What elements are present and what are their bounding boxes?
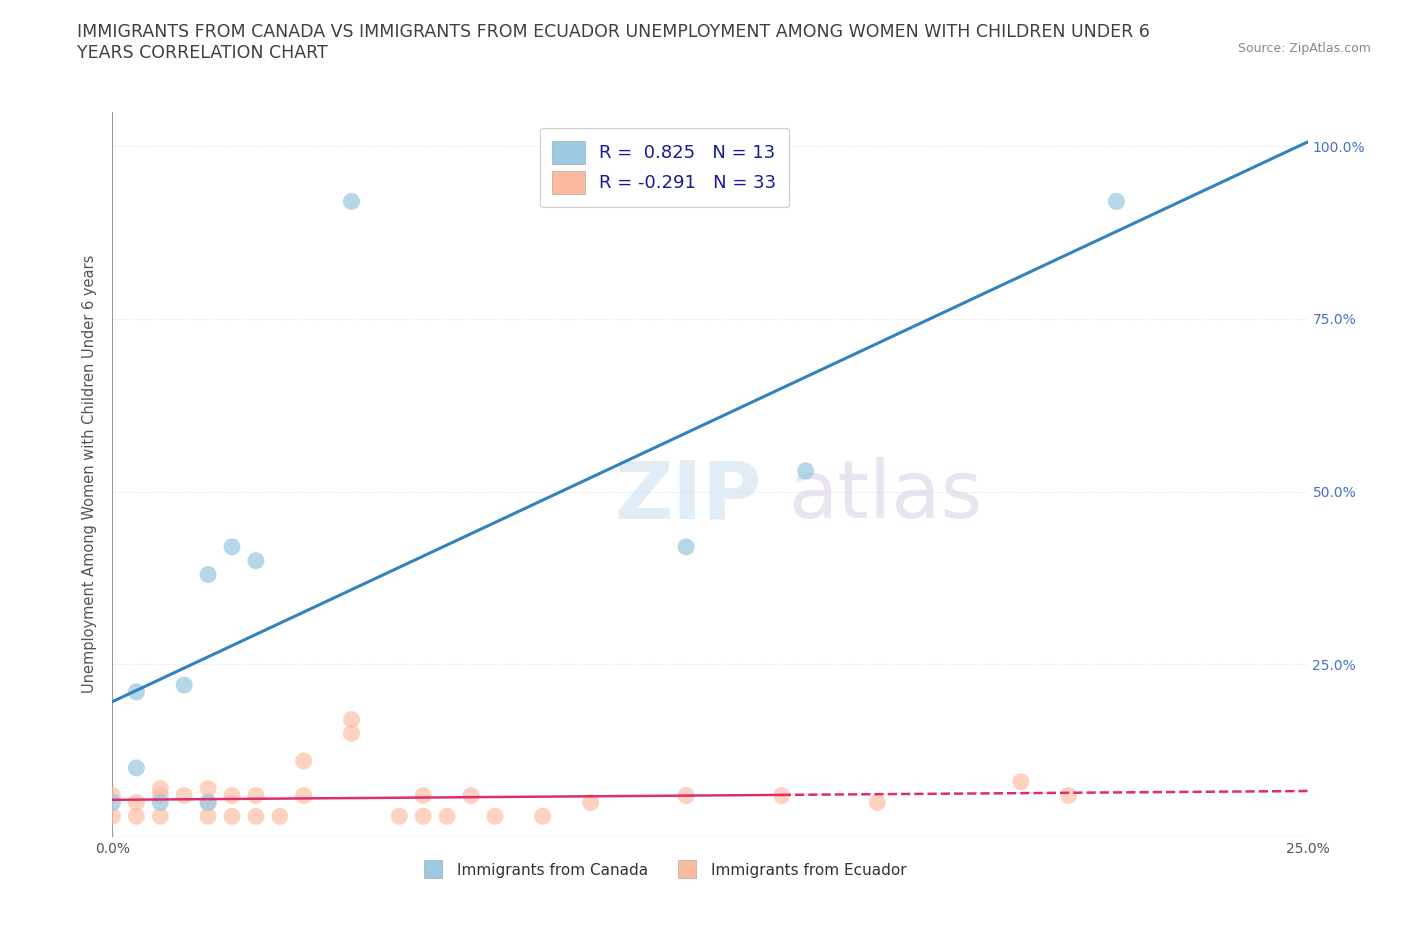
Point [1010, 775, 1032, 790]
Point [460, 788, 482, 803]
Point [579, 795, 602, 810]
Point [101, 809, 124, 824]
Point [388, 809, 411, 824]
Point [149, 788, 172, 803]
Point [197, 567, 219, 582]
Text: Source: ZipAtlas.com: Source: ZipAtlas.com [1237, 42, 1371, 55]
Point [197, 781, 219, 796]
Point [245, 553, 267, 568]
Point [245, 809, 267, 824]
Point [149, 795, 172, 810]
Point [340, 712, 363, 727]
Point [149, 781, 172, 796]
Point [101, 795, 124, 810]
Point [292, 753, 315, 768]
Point [292, 788, 315, 803]
Point [484, 809, 506, 824]
Point [221, 809, 243, 824]
Point [1057, 788, 1080, 803]
Point [675, 788, 697, 803]
Point [436, 809, 458, 824]
Point [340, 194, 363, 209]
Point [412, 788, 434, 803]
Point [173, 678, 195, 693]
Y-axis label: Unemployment Among Women with Children Under 6 years: Unemployment Among Women with Children U… [82, 255, 97, 694]
Point [197, 795, 219, 810]
Point [125, 809, 148, 824]
Text: IMMIGRANTS FROM CANADA VS IMMIGRANTS FROM ECUADOR UNEMPLOYMENT AMONG WOMEN WITH : IMMIGRANTS FROM CANADA VS IMMIGRANTS FRO… [77, 23, 1150, 62]
Point [675, 539, 697, 554]
Point [149, 809, 172, 824]
Point [197, 795, 219, 810]
Text: atlas: atlas [787, 457, 981, 535]
Point [412, 809, 434, 824]
Point [866, 795, 889, 810]
Point [531, 809, 554, 824]
Point [770, 788, 793, 803]
Point [173, 788, 195, 803]
Point [794, 463, 817, 478]
Point [221, 539, 243, 554]
Point [340, 726, 363, 741]
Point [125, 761, 148, 776]
Point [197, 809, 219, 824]
Point [125, 795, 148, 810]
Point [101, 788, 124, 803]
Point [221, 788, 243, 803]
Point [1105, 194, 1128, 209]
Text: ZIP: ZIP [614, 457, 762, 535]
Point [269, 809, 291, 824]
Point [245, 788, 267, 803]
Legend: Immigrants from Canada, Immigrants from Ecuador: Immigrants from Canada, Immigrants from … [412, 857, 912, 884]
Point [125, 684, 148, 699]
